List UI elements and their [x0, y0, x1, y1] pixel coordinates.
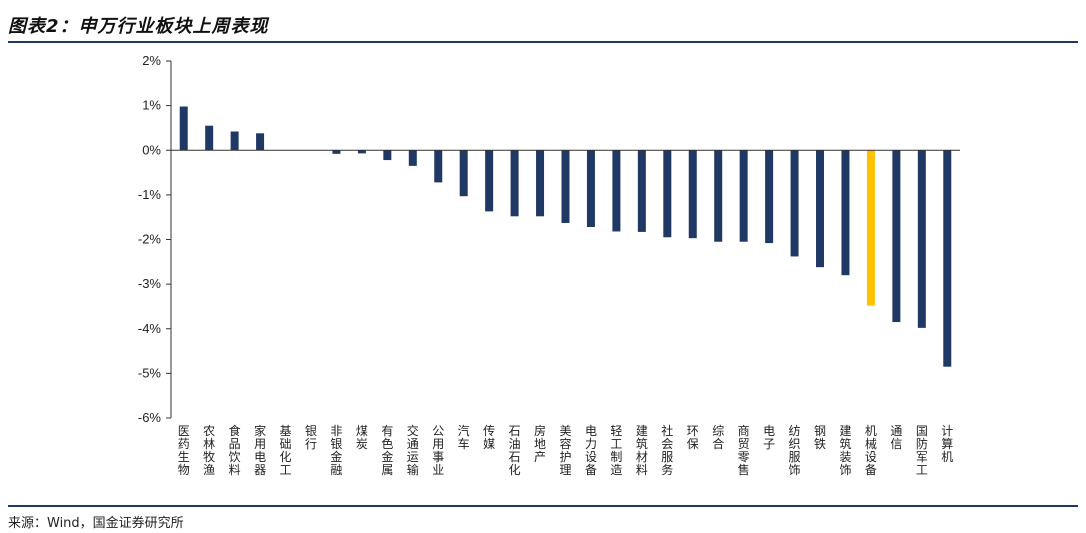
y-tick-label: 1% [142, 98, 161, 113]
bar [179, 106, 188, 151]
bar [765, 150, 774, 244]
bar [943, 150, 952, 367]
bar [790, 150, 799, 257]
footer: 来源：Wind，国金证券研究所 [8, 505, 1078, 531]
category-labels: 医药生物 农林牧渔 食品饮料 家用电器 基础化工 银行 非银金融 煤炭 有色金属 交通运输 公用事业… [178, 423, 954, 477]
bar [256, 133, 265, 151]
chart-title: 图表2：申万行业板块上周表现 [8, 16, 269, 37]
bar [892, 150, 901, 323]
x-category-label: 钢铁 [814, 424, 826, 451]
x-category-label: 房地产 [534, 423, 546, 464]
x-category-label: 有色金属 [381, 424, 393, 477]
bar-chart: 2% 1% 0% -1% -2% -3% -4% -5% -6% 医药生物 农林牧渔 食品饮料 家用电… [138, 53, 960, 477]
x-category-label: 国防军工 [916, 424, 928, 477]
bar [561, 150, 570, 223]
bar [841, 150, 850, 276]
y-tick-label: 0% [142, 142, 161, 157]
x-category-label: 电力设备 [585, 424, 597, 477]
x-category-label: 建筑材料 [636, 424, 648, 477]
header-divider [8, 41, 1078, 43]
header: 图表2：申万行业板块上周表现 [8, 10, 1078, 44]
x-category-label: 石油石化 [509, 424, 521, 477]
x-category-label: 电子 [763, 424, 775, 451]
x-category-label: 轻工制造 [610, 424, 622, 477]
x-category-label: 建筑装饰 [839, 424, 851, 477]
bar [536, 150, 545, 217]
bar [485, 150, 494, 212]
x-category-label: 纺织服饰 [789, 424, 801, 477]
y-tick-label: -4% [138, 321, 162, 336]
y-tick-label: -5% [138, 365, 162, 380]
x-category-label: 公用事业 [432, 424, 444, 477]
bar [434, 150, 443, 183]
x-category-label: 通信 [890, 424, 902, 451]
bar [866, 150, 875, 306]
x-category-label: 基础化工 [280, 424, 292, 477]
bar [408, 150, 417, 166]
y-tick-label: -1% [138, 187, 162, 202]
x-category-label: 综合 [712, 424, 724, 451]
bar [816, 150, 825, 268]
x-category-label: 美容护理 [559, 424, 571, 477]
x-category-label: 机械设备 [865, 424, 877, 477]
y-tick-label: 2% [142, 53, 161, 68]
bar [612, 150, 621, 232]
y-axis: 2% 1% 0% -1% -2% -3% -4% -5% -6% [138, 53, 172, 425]
bar [459, 150, 468, 197]
bar [357, 150, 366, 154]
x-category-label: 商贸零售 [738, 423, 750, 477]
bar [663, 150, 672, 238]
x-category-label: 银行 [305, 424, 317, 451]
bar [332, 150, 341, 154]
x-category-label: 非银金融 [330, 424, 342, 477]
bar [637, 150, 646, 232]
x-category-label: 计算机 [941, 424, 953, 464]
x-category-label: 食品饮料 [229, 423, 241, 477]
x-category-label: 汽车 [458, 423, 470, 451]
bar [688, 150, 697, 239]
bar [739, 150, 748, 242]
y-tick-label: -6% [138, 410, 162, 425]
bar [586, 150, 595, 228]
bar [205, 125, 214, 151]
x-category-label: 家用电器 [254, 423, 266, 477]
x-category-label: 农林牧渔 [203, 424, 215, 477]
source-note: 来源：Wind，国金证券研究所 [8, 516, 184, 531]
bars [171, 106, 960, 367]
bar [230, 131, 239, 151]
x-category-label: 煤炭 [356, 424, 368, 451]
bar [917, 150, 926, 328]
y-tick-label: -2% [138, 232, 162, 247]
y-tick-label: -3% [138, 276, 162, 291]
bar [383, 150, 392, 161]
bar [510, 150, 519, 217]
x-category-label: 环保 [687, 424, 699, 451]
x-category-label: 交通运输 [407, 423, 419, 477]
bar [714, 150, 723, 242]
x-category-label: 社会服务 [661, 423, 673, 477]
x-category-label: 传媒 [483, 423, 495, 451]
footer-divider [8, 505, 1078, 507]
x-category-label: 医药生物 [178, 424, 190, 477]
